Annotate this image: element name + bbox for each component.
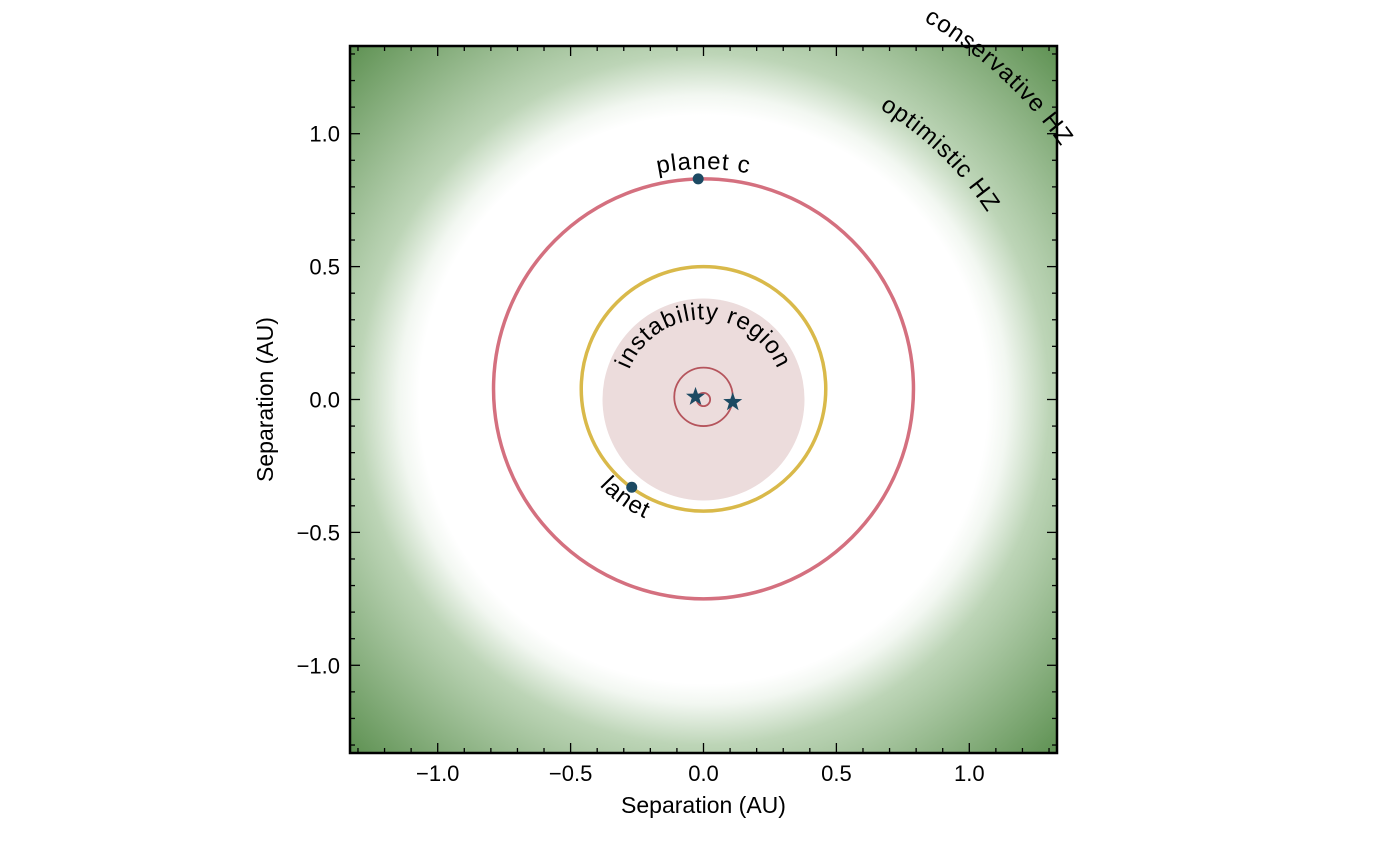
x-tick-label: 1.0 (954, 761, 985, 786)
x-tick-label: 0.0 (688, 761, 719, 786)
orbit-1 (579, 264, 828, 513)
y-tick-label: 0.5 (309, 255, 340, 280)
x-tick-label: 0.5 (821, 761, 852, 786)
planet-c-label: planet c (654, 148, 753, 180)
planet-0 (692, 173, 704, 185)
x-tick-label: −1.0 (416, 761, 459, 786)
y-axis-label: Separation (AU) (252, 317, 278, 482)
y-tick-label: 0.0 (309, 388, 340, 413)
star-1 (723, 392, 743, 411)
x-axis-label: Separation (AU) (621, 792, 786, 818)
star-0 (686, 386, 706, 405)
x-tick-label: −0.5 (549, 761, 592, 786)
instability-region (602, 298, 805, 501)
y-tick-label: −0.5 (297, 520, 340, 545)
planet-c-label-path: planet c (654, 148, 752, 180)
y-tick-label: 1.0 (309, 122, 340, 147)
y-tick-label: −1.0 (297, 653, 340, 678)
planet-1 (626, 481, 638, 493)
